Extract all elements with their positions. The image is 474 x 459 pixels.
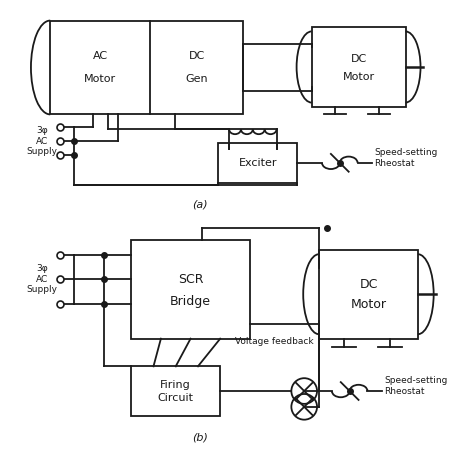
Bar [319,250,418,339]
Text: Circuit: Circuit [158,393,194,403]
Text: SCR: SCR [178,273,203,286]
Text: DC: DC [359,278,378,291]
Text: (a): (a) [192,199,208,209]
Text: AC: AC [93,51,108,61]
Text: Speed-setting
Rheostat: Speed-setting Rheostat [374,148,438,168]
Text: Speed-setting
Rheostat: Speed-setting Rheostat [384,376,447,396]
Text: DC: DC [189,51,205,61]
Text: Bridge: Bridge [170,295,211,308]
Text: Motor: Motor [343,72,374,82]
Text: Motor: Motor [84,74,117,84]
Text: 3φ
AC
Supply: 3φ AC Supply [27,126,58,156]
Bar [311,28,405,106]
Text: (b): (b) [192,432,209,442]
Text: DC: DC [350,54,367,64]
Text: Motor: Motor [350,297,386,311]
Bar [131,366,220,416]
Text: Firing: Firing [160,380,191,390]
Text: Gen: Gen [185,74,208,84]
Bar [50,21,243,114]
Text: Voltage feedback: Voltage feedback [236,337,314,346]
Text: Exciter: Exciter [238,158,277,168]
Bar [218,143,297,183]
Text: 3φ
AC
Supply: 3φ AC Supply [27,264,58,294]
Bar [131,240,250,339]
